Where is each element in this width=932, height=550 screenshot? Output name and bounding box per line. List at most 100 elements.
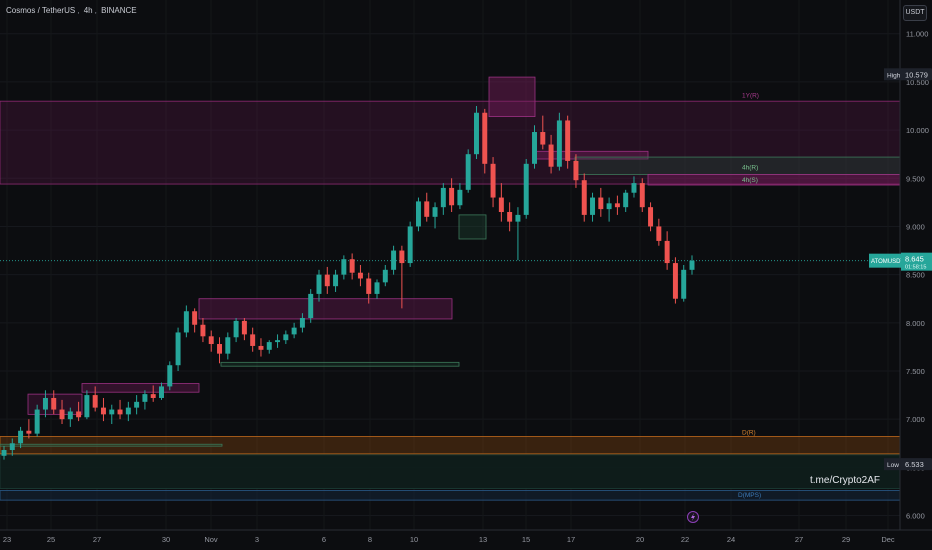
zone-label: D(R) xyxy=(742,430,756,437)
interval-label: 4h xyxy=(83,6,93,15)
low-tag-bg xyxy=(884,458,902,471)
high-tag: High xyxy=(887,72,901,79)
symbol-tag: ATOMUSDT xyxy=(871,259,904,265)
candle-body xyxy=(324,274,330,287)
candle-body xyxy=(415,201,421,227)
y-tick-label: 9.000 xyxy=(906,222,925,231)
candle-body xyxy=(540,132,546,145)
candle-body xyxy=(465,154,471,190)
candle-body xyxy=(457,189,463,206)
currency-button[interactable]: USDT xyxy=(903,5,927,21)
x-tick-label: 13 xyxy=(479,535,487,544)
y-tick-label: 8.500 xyxy=(906,271,925,280)
candle-body xyxy=(573,160,579,181)
candle-body xyxy=(117,409,123,415)
candle-body xyxy=(664,240,670,264)
candle-body xyxy=(374,282,380,294)
candle-body xyxy=(672,263,678,299)
zones: 1Y(R) 4h(R) 4h(S) D(R) D(MPS) xyxy=(0,76,901,501)
x-tick-label: 15 xyxy=(522,535,530,544)
candle-body xyxy=(76,411,82,418)
candle-body xyxy=(357,272,363,279)
candle-body xyxy=(482,112,488,164)
candle-body xyxy=(51,397,57,410)
x-tick-label: 25 xyxy=(47,535,55,544)
x-tick-label: 10 xyxy=(410,535,418,544)
candle-body xyxy=(689,260,695,270)
current-price-label: 8.645 xyxy=(905,255,924,264)
candle-body xyxy=(590,197,596,215)
candle-body xyxy=(125,407,131,415)
candle-body xyxy=(109,409,115,415)
candle-body xyxy=(100,407,106,415)
grid xyxy=(0,33,900,517)
zone-daily-low xyxy=(0,454,901,489)
zone-green-line xyxy=(220,361,460,367)
zone-top-block xyxy=(488,76,536,118)
x-tick-label: 27 xyxy=(795,535,803,544)
candle-body xyxy=(532,132,537,164)
zone-label: 4h(R) xyxy=(742,165,758,172)
symbol-tag-bg xyxy=(869,253,901,268)
candle-body xyxy=(639,183,645,208)
x-tick-label: 8 xyxy=(368,535,372,544)
candle-body xyxy=(333,274,339,287)
candle-body xyxy=(192,311,198,325)
candle-body xyxy=(490,163,496,198)
current-price-bg xyxy=(901,252,932,271)
candle-body xyxy=(507,212,513,222)
lightning-glyph xyxy=(691,513,695,521)
high-tag-bg xyxy=(884,68,902,81)
x-tick-label: Dec xyxy=(881,535,895,544)
candle-body xyxy=(159,386,164,398)
candle-body xyxy=(258,345,264,350)
candle-body xyxy=(142,394,148,402)
candle-body xyxy=(366,278,372,294)
x-tick-label: 27 xyxy=(93,535,101,544)
candle-body xyxy=(283,334,289,341)
zone-label: D(MPS) xyxy=(738,492,761,499)
high-price-label-bg xyxy=(901,68,932,81)
candle-body xyxy=(606,203,612,210)
candle-body xyxy=(134,401,140,408)
zone-4h-support xyxy=(647,174,901,186)
candle-body xyxy=(449,187,455,206)
chart-title: Cosmos / TetherUS, 4h, BINANCE xyxy=(6,6,137,15)
candle-body xyxy=(1,450,7,456)
exchange-label: BINANCE xyxy=(101,6,137,15)
x-tick-label: 23 xyxy=(3,535,11,544)
y-tick-label: 6.000 xyxy=(906,512,925,521)
x-tick-label: 17 xyxy=(567,535,575,544)
candle-body xyxy=(391,250,397,270)
candle-body xyxy=(565,120,571,161)
x-tick-label: 3 xyxy=(255,535,259,544)
candle-body xyxy=(341,259,347,275)
candle-body xyxy=(548,144,554,167)
candle-body xyxy=(92,395,98,408)
candle-body xyxy=(498,197,504,212)
candle-body xyxy=(175,332,181,366)
candle-body xyxy=(681,269,687,299)
symbol-name: Cosmos / TetherUS xyxy=(6,6,76,15)
x-tick-label: 29 xyxy=(842,535,850,544)
candle-body xyxy=(59,409,65,420)
candle-body xyxy=(150,394,156,398)
y-tick-label: 10.000 xyxy=(906,126,929,135)
candle-body xyxy=(42,397,48,410)
candle-body xyxy=(407,226,413,264)
candle-body xyxy=(349,259,355,273)
candle-body xyxy=(308,293,314,318)
candle-body xyxy=(34,409,40,434)
x-tick-label: 22 xyxy=(681,535,689,544)
candle-body xyxy=(515,214,521,222)
candle-body xyxy=(225,337,231,354)
candle-body xyxy=(523,163,529,215)
candle-body xyxy=(648,207,654,227)
candle-body xyxy=(217,344,223,354)
candle-body xyxy=(631,183,637,193)
candle-body xyxy=(275,340,281,343)
low-price-label: 6.533 xyxy=(905,460,924,469)
candle-body xyxy=(614,203,620,208)
